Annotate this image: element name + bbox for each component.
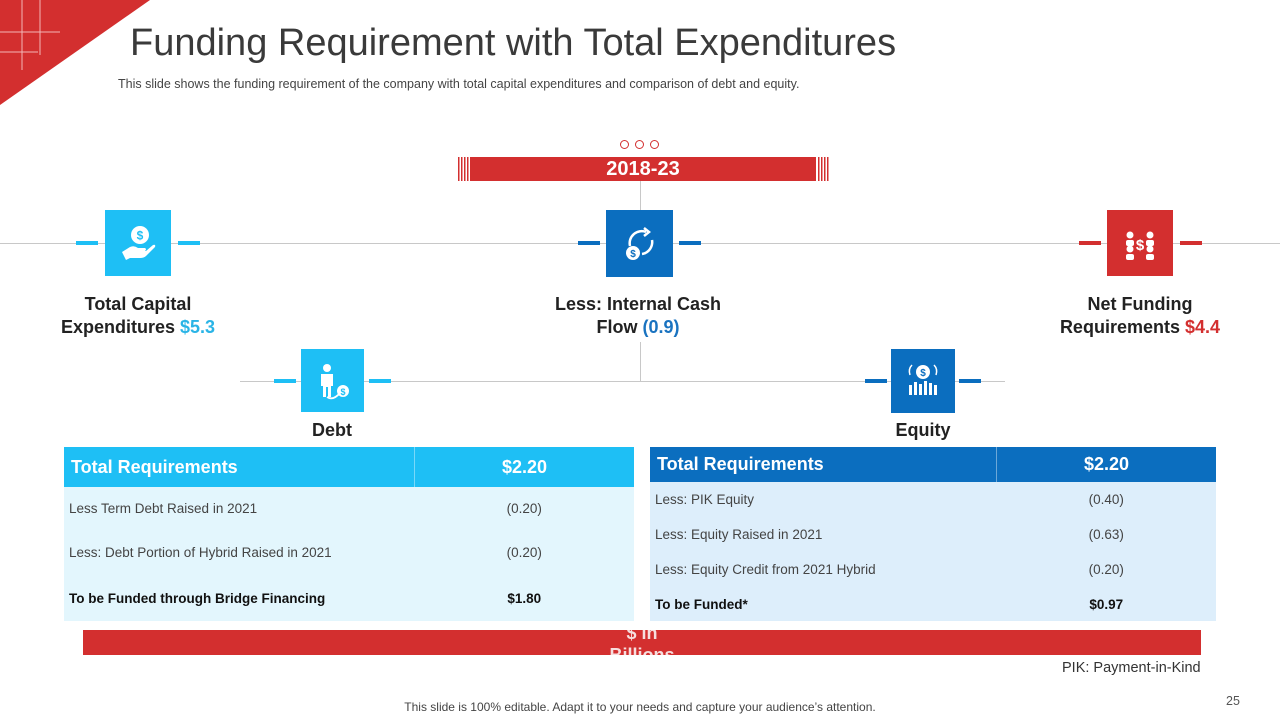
debt-header-label: Total Requirements (71, 456, 238, 477)
period-banner: 2018-23 (470, 157, 816, 181)
tick (1180, 241, 1202, 245)
svg-text:$: $ (1136, 237, 1145, 254)
footer-text: This slide is 100% editable. Adapt it to… (404, 700, 876, 714)
debt-table-header: Total Requirements $2.20 (64, 447, 634, 487)
table-row: Less Term Debt Raised in 2021 (0.20) (64, 487, 634, 529)
middle-axis-line (240, 381, 1005, 382)
tick (1079, 241, 1101, 245)
net-funding-icon-box: $ (1107, 210, 1173, 276)
debt-table: Total Requirements $2.20 Less Term Debt … (64, 447, 634, 621)
page-number: 25 (1226, 694, 1240, 708)
capex-value: $5.3 (180, 317, 216, 337)
dollar-chart-icon: $ (908, 364, 938, 395)
debt-total-row: To be Funded through Bridge Financing $1… (64, 575, 634, 621)
equity-header-label: Total Requirements (657, 454, 824, 474)
table-row: Less: Equity Raised in 2021 (0.63) (650, 517, 1216, 552)
capex-label-line1: Total Capital (84, 294, 192, 314)
equity-table-header: Total Requirements $2.20 (650, 447, 1216, 482)
connector-line (640, 181, 641, 210)
internal-cash-value: (0.9) (642, 317, 680, 337)
tick (369, 379, 391, 383)
tick (959, 379, 981, 383)
table-row: Less: PIK Equity (0.40) (650, 482, 1216, 517)
tick (178, 241, 200, 245)
equity-total-value: $0.97 (1089, 596, 1124, 612)
internal-cash-label-line1: Less: Internal Cash (554, 294, 722, 314)
connector-line (640, 342, 641, 382)
debt-label: Debt (312, 420, 352, 440)
net-funding-label: Net Funding Requirements $4.4 (1030, 293, 1250, 339)
unit-bar: $ in Billions (83, 630, 1201, 655)
equity-row-value: (0.20) (1088, 562, 1124, 577)
capex-icon-box: $ (105, 210, 171, 276)
money-hand-icon: $ (122, 226, 156, 260)
person-coin-icon: $ (320, 363, 349, 399)
debt-total-value: $1.80 (507, 590, 542, 606)
equity-table: Total Requirements $2.20 Less: PIK Equit… (650, 447, 1216, 621)
unit-label: $ in Billions (609, 630, 675, 655)
equity-row-label: Less: Equity Credit from 2021 Hybrid (655, 562, 876, 577)
equity-row-value: (0.40) (1088, 492, 1124, 507)
svg-text:$: $ (920, 368, 926, 379)
internal-cash-label: Less: Internal Cash Flow (0.9) (520, 293, 756, 339)
net-funding-label-line2: Requirements (1059, 317, 1180, 337)
equity-row-value: (0.63) (1088, 527, 1124, 542)
debt-row-value: (0.20) (506, 544, 542, 560)
corner-decoration (0, 0, 150, 105)
svg-text:$: $ (630, 249, 636, 260)
tick (578, 241, 600, 245)
table-row: Less: Equity Credit from 2021 Hybrid (0.… (650, 552, 1216, 587)
tick (865, 379, 887, 383)
debt-row-label: Less: Debt Portion of Hybrid Raised in 2… (69, 544, 332, 560)
cash-flow-icon-box: $ (606, 210, 673, 277)
page-subtitle: This slide shows the funding requirement… (118, 77, 800, 91)
equity-label: Equity (895, 420, 951, 440)
capex-label-line2: Expenditures (60, 317, 175, 337)
equity-header-value: $2.20 (996, 447, 1216, 482)
svg-text:$: $ (137, 229, 144, 243)
debt-total-label: To be Funded through Bridge Financing (69, 590, 326, 606)
capex-label: Total Capital Expenditures $5.3 (38, 293, 238, 339)
tick (679, 241, 701, 245)
cash-flow-cycle-icon: $ (625, 226, 653, 260)
internal-cash-label-line2: Flow (596, 317, 638, 337)
debt-header-value: $2.20 (414, 447, 634, 487)
net-funding-label-line1: Net Funding (1087, 294, 1193, 314)
tick (274, 379, 296, 383)
net-funding-value: $4.4 (1185, 317, 1221, 337)
equity-row-label: Less: PIK Equity (655, 492, 755, 507)
pik-note: PIK: Payment-in-Kind (1062, 660, 1201, 676)
people-dollar-icon: $ (1126, 231, 1154, 260)
banner-stripes-right (818, 157, 829, 181)
dots-decoration (620, 140, 659, 149)
debt-row-label: Less Term Debt Raised in 2021 (69, 500, 258, 516)
table-row: Less: Debt Portion of Hybrid Raised in 2… (64, 529, 634, 575)
equity-total-row: To be Funded* $0.97 (650, 587, 1216, 621)
equity-row-label: Less: Equity Raised in 2021 (655, 527, 823, 542)
tick (76, 241, 98, 245)
page-title: Funding Requirement with Total Expenditu… (130, 22, 897, 64)
debt-row-value: (0.20) (506, 500, 542, 516)
equity-icon-box: $ (891, 349, 955, 413)
debt-icon-box: $ (301, 349, 364, 412)
equity-total-label: To be Funded* (655, 596, 748, 612)
banner-stripes-left (458, 157, 469, 181)
svg-text:$: $ (340, 387, 345, 397)
